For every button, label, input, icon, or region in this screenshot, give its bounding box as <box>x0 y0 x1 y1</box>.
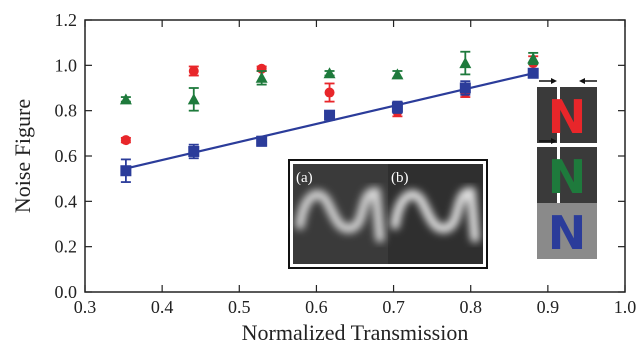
data-point-circle <box>324 87 335 98</box>
glyph-divider <box>557 147 560 203</box>
x-tick-label: 0.5 <box>228 297 251 317</box>
inset-images: (a) (b) <box>288 159 488 269</box>
data-point-triangle <box>527 52 540 64</box>
data-point-square <box>527 67 539 79</box>
x-tick-label: 1.0 <box>614 297 636 317</box>
glyph-background <box>537 203 597 259</box>
inset-label-a: (a) <box>296 170 313 186</box>
data-point-square <box>459 82 471 94</box>
glyph-letter: N <box>548 90 587 144</box>
x-axis-ticks: 0.3 0.4 0.5 0.6 0.7 0.8 0.9 1.0 <box>74 20 636 317</box>
data-point-square <box>120 165 132 177</box>
y-tick-label: 0.8 <box>55 101 78 121</box>
x-tick-label: 0.6 <box>305 297 328 317</box>
data-point-square <box>188 145 200 157</box>
data-point-triangle <box>323 67 336 79</box>
y-tick-label: 1.2 <box>55 10 78 30</box>
x-tick-label: 0.9 <box>537 297 560 317</box>
side-glyph-2: N <box>537 138 597 204</box>
y-tick-label: 0.0 <box>55 282 78 302</box>
glyph-letter: N <box>548 150 587 204</box>
y-tick-label: 0.4 <box>55 191 78 211</box>
inset-panel-b <box>388 164 483 264</box>
right-arrowhead-icon <box>551 138 557 144</box>
right-arrowhead-icon <box>551 78 557 84</box>
inset-panel-a <box>293 164 388 264</box>
side-glyph-1: N <box>537 78 597 144</box>
data-point-circle <box>120 135 131 146</box>
data-point-triangle <box>391 68 404 80</box>
data-point-square <box>256 135 268 147</box>
glyph-divider <box>557 87 560 143</box>
left-arrowhead-icon <box>579 78 585 84</box>
square-series <box>120 67 539 183</box>
y-tick-label: 0.6 <box>55 146 78 166</box>
x-tick-label: 0.4 <box>151 297 174 317</box>
x-tick-label: 0.3 <box>74 297 97 317</box>
inset-label-b: (b) <box>391 170 409 186</box>
glyph-background <box>537 147 597 203</box>
y-axis-ticks: 0.0 0.2 0.4 0.6 0.8 1.0 1.2 <box>55 10 625 302</box>
glyph-letter: N <box>548 206 587 260</box>
glyph-background <box>537 87 597 143</box>
side-glyphs: NNN <box>537 78 597 260</box>
data-point-square <box>391 101 403 113</box>
inset-b-curve <box>390 187 480 243</box>
data-point-triangle <box>459 57 472 69</box>
x-tick-label: 0.8 <box>459 297 482 317</box>
x-axis-title: Normalized Transmission <box>242 320 469 345</box>
y-axis-title: Noise Figure <box>10 99 35 213</box>
y-tick-label: 1.0 <box>55 55 78 75</box>
data-point-circle <box>188 66 199 76</box>
y-tick-label: 0.2 <box>55 237 78 257</box>
side-glyph-3: N <box>537 203 597 260</box>
data-point-triangle <box>255 71 268 83</box>
data-point-square <box>324 109 336 121</box>
data-point-triangle <box>187 93 200 105</box>
data-point-triangle <box>119 93 132 105</box>
x-tick-label: 0.7 <box>382 297 405 317</box>
data-series <box>119 50 540 183</box>
triangle-series <box>119 50 540 112</box>
inset-a-curve <box>295 187 385 243</box>
